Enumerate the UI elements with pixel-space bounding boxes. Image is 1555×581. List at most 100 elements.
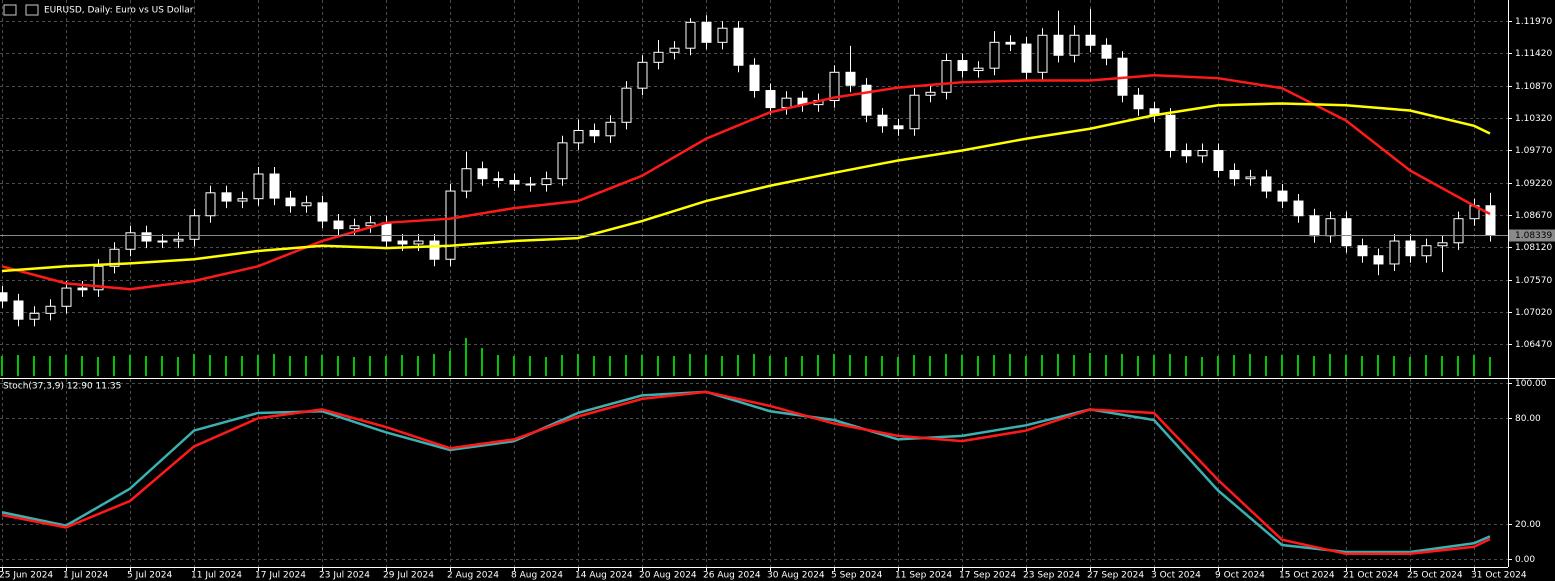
x-tick-label: 3 Oct 2024: [1151, 571, 1201, 581]
candle-body: [1277, 190, 1288, 202]
x-tick-label: 5 Sep 2024: [831, 571, 883, 581]
candle-body: [605, 121, 616, 137]
volume-bar: [1281, 355, 1283, 376]
x-tick-label: 2 Aug 2024: [447, 571, 499, 581]
x-tick-label: 5 Jul 2024: [127, 571, 172, 581]
volume-bar: [33, 356, 35, 376]
volume-bar: [993, 355, 995, 376]
volume-bar: [1217, 356, 1219, 376]
candle-body: [1165, 114, 1176, 151]
candle-body: [61, 287, 72, 307]
volume-bar: [705, 355, 707, 376]
volume-bar: [177, 357, 179, 376]
candle-body: [237, 198, 248, 202]
volume-bar: [1409, 357, 1411, 376]
candle-body: [621, 87, 632, 123]
candle-body: [125, 232, 136, 250]
x-tick-label: 11 Jul 2024: [191, 571, 242, 581]
candle-body: [77, 287, 88, 291]
candle-body: [1373, 255, 1384, 265]
volume-bar: [1297, 355, 1299, 376]
volume-bar: [609, 356, 611, 376]
current-price-box: [1509, 229, 1555, 242]
x-tick-label: 17 Jul 2024: [255, 571, 306, 581]
volume-bar: [529, 356, 531, 376]
volume-bar: [1041, 355, 1043, 376]
volume-bar: [337, 356, 339, 376]
volume-bar: [1425, 355, 1427, 376]
volume-bar: [1377, 355, 1379, 376]
candle-body: [45, 305, 56, 314]
volume-bar: [961, 355, 963, 376]
volume-bar: [689, 354, 691, 376]
volume-bar: [209, 355, 211, 376]
volume-bar: [801, 356, 803, 376]
x-tick-label: 21 Oct 2024: [1343, 571, 1399, 581]
candle-body: [381, 222, 392, 242]
candle-body: [1053, 34, 1064, 56]
y-tick-label: 1.10320: [1515, 114, 1552, 124]
volume-bar: [65, 355, 67, 376]
candle-body: [1133, 94, 1144, 110]
candle-body: [1197, 149, 1208, 157]
y-tick-label: 1.09770: [1515, 146, 1552, 156]
y-tick-label: 1.06470: [1515, 340, 1552, 350]
current-price-label: 1.08339: [1515, 231, 1552, 241]
volume-bar: [881, 356, 883, 376]
volume-bar: [1313, 356, 1315, 376]
volume-bar: [865, 356, 867, 376]
candle-body: [1005, 41, 1016, 45]
volume-bar: [929, 356, 931, 376]
volume-bar: [1089, 353, 1091, 376]
volume-bar: [129, 355, 131, 376]
candle-body: [1037, 34, 1048, 73]
candle-body: [893, 125, 904, 130]
volume-bar: [913, 355, 915, 376]
y-tick-label: 1.08670: [1515, 211, 1552, 221]
candle-body: [957, 60, 968, 72]
candle-body: [781, 97, 792, 109]
candle-body: [253, 173, 264, 200]
candle-body: [749, 64, 760, 92]
y-tick-label: 1.07570: [1515, 276, 1552, 286]
x-tick-label: 27 Sep 2024: [1087, 571, 1144, 581]
candle-body: [1485, 205, 1496, 236]
candle-body: [1245, 176, 1256, 180]
volume-bar: [241, 356, 243, 376]
volume-bar: [1137, 356, 1139, 376]
volume-bar: [145, 356, 147, 376]
candle-body: [845, 71, 856, 86]
candle-body: [1101, 44, 1112, 59]
volume-bar: [1489, 357, 1491, 376]
candle-body: [925, 91, 936, 96]
volume-bar: [225, 356, 227, 376]
candle-body: [333, 220, 344, 230]
volume-bar: [1121, 354, 1123, 376]
x-tick-label: 23 Sep 2024: [1023, 571, 1080, 581]
volume-bar: [945, 354, 947, 376]
volume-bar: [1249, 354, 1251, 376]
candle-body: [429, 240, 440, 260]
volume-bar: [1457, 356, 1459, 376]
volume-bar: [513, 356, 515, 376]
candle-body: [1357, 245, 1368, 257]
y-tick-label: 1.11420: [1515, 49, 1552, 59]
volume-bar: [625, 355, 627, 376]
volume-bar: [769, 356, 771, 376]
y-tick-label: 1.09220: [1515, 179, 1552, 189]
volume-bar: [113, 356, 115, 376]
volume-bar: [897, 357, 899, 376]
moving-average: [1, 73, 1491, 291]
volume-bar: [1441, 356, 1443, 376]
candle-body: [1213, 149, 1224, 171]
candle-body: [317, 202, 328, 222]
volume-bar: [593, 356, 595, 376]
volume-bar: [641, 355, 643, 376]
candle-body: [173, 238, 184, 242]
candle-body: [509, 179, 520, 185]
volume-bar: [1009, 354, 1011, 376]
volume-bar: [577, 354, 579, 376]
candle-body: [765, 90, 776, 109]
candle-body: [493, 178, 504, 181]
